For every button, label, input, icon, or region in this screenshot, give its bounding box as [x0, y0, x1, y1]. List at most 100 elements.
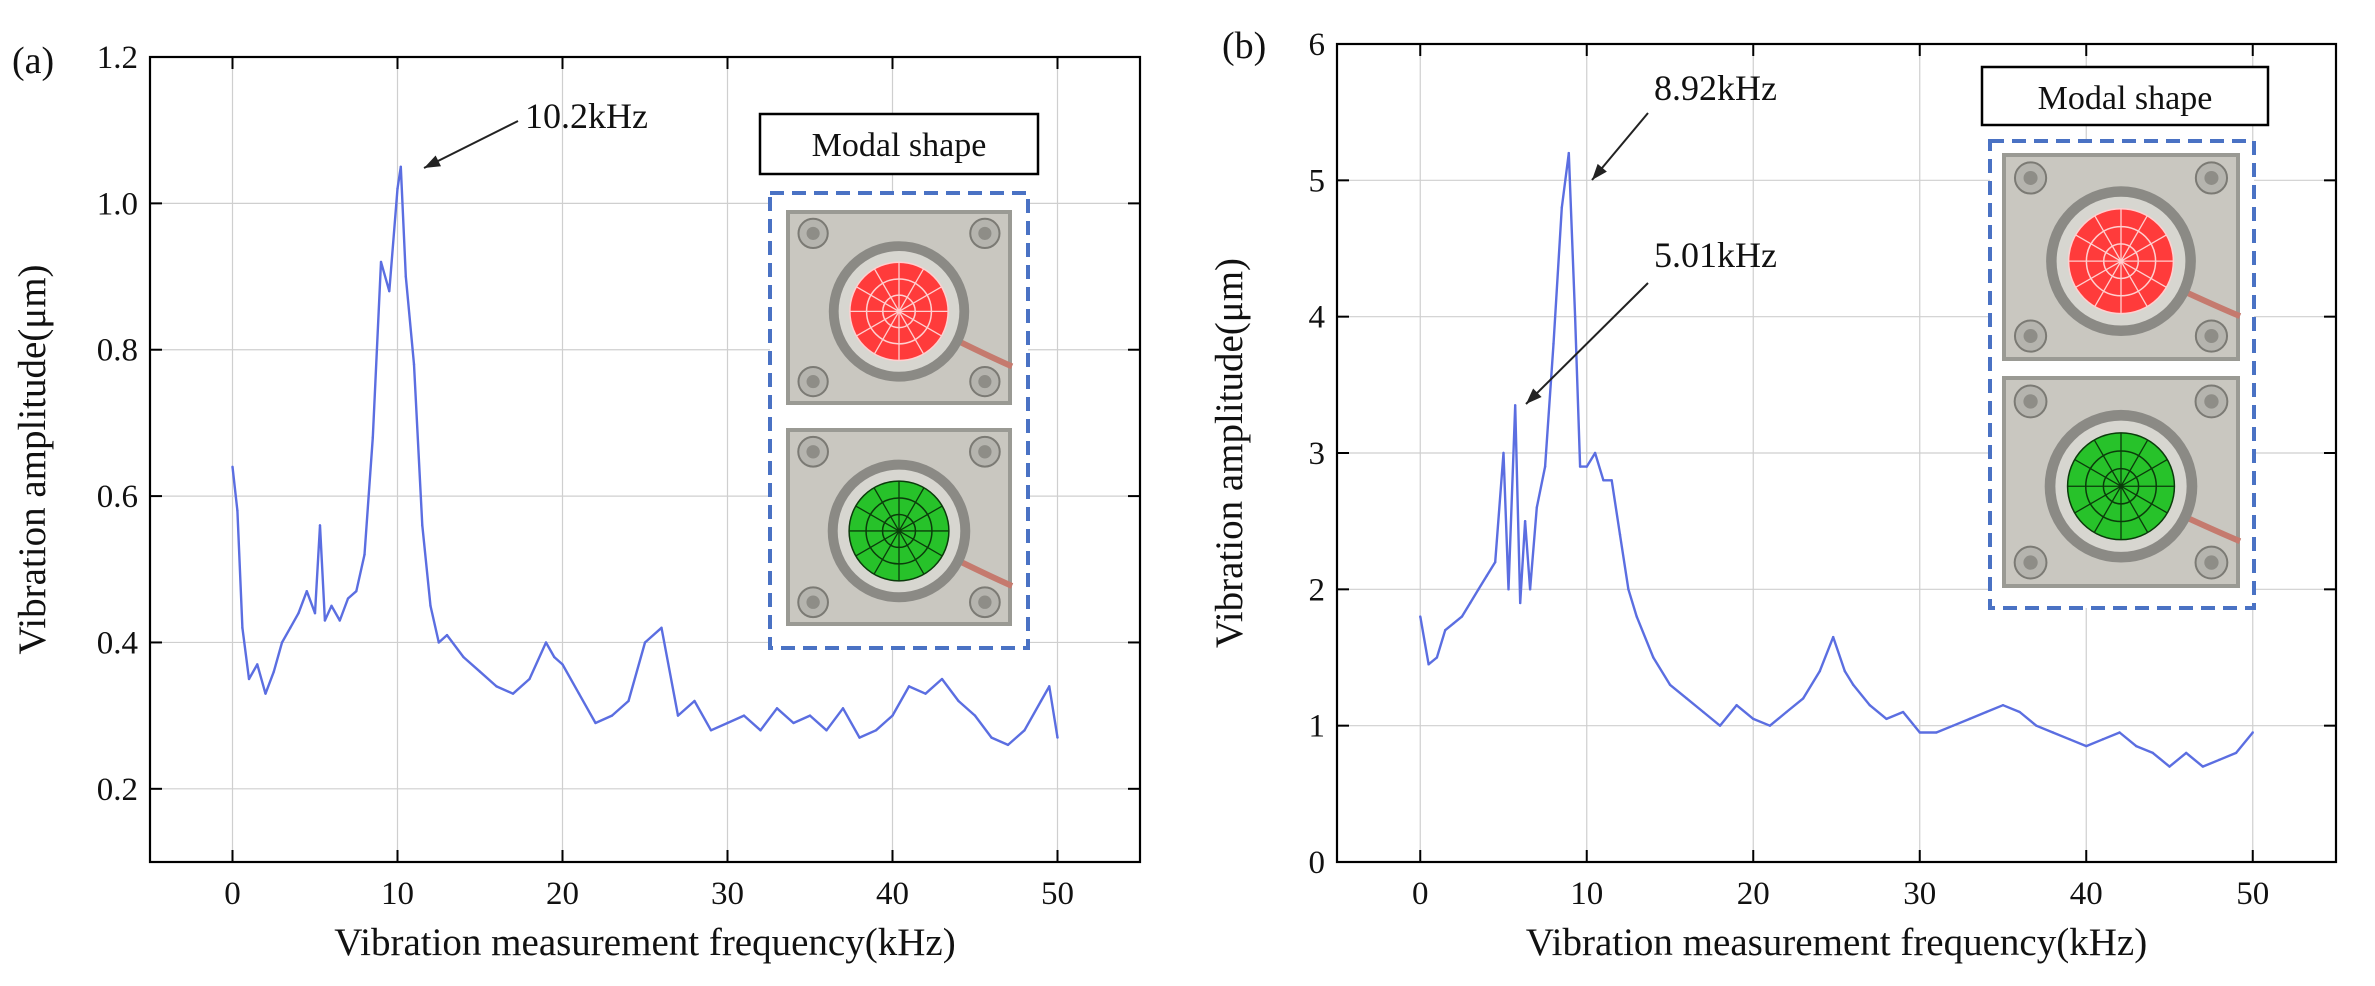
modal-shape-label: Modal shape — [2038, 80, 2213, 117]
x-tick-label: 40 — [2070, 876, 2103, 912]
mesh-spoke — [873, 311, 900, 355]
data-point — [421, 524, 424, 527]
data-point — [264, 692, 267, 695]
data-point — [1006, 743, 1010, 747]
data-point — [2068, 738, 2071, 741]
data-point — [693, 699, 696, 703]
data-point — [495, 685, 498, 688]
data-point — [1573, 315, 1577, 318]
annotation-arrow — [423, 120, 519, 169]
data-point — [1493, 560, 1497, 564]
data-point — [1427, 663, 1430, 666]
data-point — [1851, 683, 1855, 686]
data-point — [2251, 731, 2254, 734]
data-point — [511, 692, 515, 695]
data-point — [742, 714, 746, 717]
mesh-spoke — [855, 530, 900, 557]
data-point — [808, 714, 812, 717]
data-point — [1469, 601, 1472, 605]
y-tick-label: 3 — [1309, 436, 1326, 472]
screw-head — [2204, 555, 2219, 570]
data-point — [429, 604, 432, 608]
screw-head — [2023, 329, 2038, 344]
data-point — [1543, 465, 1547, 468]
x-tick-label: 10 — [381, 876, 414, 912]
data-point — [1668, 683, 1672, 686]
panel-a: 0 10 20 30 40 50 0.2 0.4 0.6 0.8 1.0 1.2 Vibration m… — [11, 40, 1142, 964]
data-point — [1843, 669, 1847, 673]
panel-label: (a) — [12, 40, 54, 82]
data-point — [1735, 704, 1738, 707]
modal-shape-label: Modal shape — [812, 127, 987, 164]
data-point — [1419, 615, 1422, 618]
mesh-spoke — [2120, 439, 2149, 487]
data-point — [907, 685, 911, 688]
screw-head — [2204, 394, 2219, 409]
data-point — [445, 633, 449, 637]
data-point — [553, 655, 556, 659]
data-point — [858, 736, 861, 739]
y-tick-label: 1 — [1309, 709, 1326, 745]
axes-frame — [148, 55, 1142, 864]
data-point — [241, 626, 244, 630]
annotation-label: 10.2kHz — [525, 96, 648, 136]
x-tick-label: 10 — [1570, 876, 1603, 912]
data-point — [1785, 710, 1788, 714]
mesh-edge — [2067, 207, 2175, 315]
data-point — [544, 641, 548, 644]
data-point — [759, 729, 762, 732]
mesh-spoke — [2120, 458, 2168, 487]
modal-shape-label-box — [758, 112, 1040, 176]
screw-head — [978, 226, 992, 240]
x-tick-label: 0 — [1412, 876, 1429, 912]
mesh-spoke — [2094, 260, 2122, 307]
data-point — [379, 260, 383, 264]
mesh-spoke — [856, 286, 900, 312]
screw-head — [2204, 170, 2219, 185]
data-point — [346, 597, 350, 600]
mesh-spoke — [2094, 215, 2122, 262]
data-point — [577, 692, 581, 695]
x-axis-title: Vibration measurement frequency(kHz) — [334, 921, 955, 964]
data-point — [1535, 506, 1539, 509]
data-point — [1056, 736, 1059, 739]
data-point — [1552, 342, 1555, 346]
data-point — [247, 677, 251, 681]
data-point — [272, 670, 275, 673]
data-point — [1507, 588, 1510, 591]
data-point — [1718, 724, 1722, 727]
mesh-edge — [2066, 432, 2176, 541]
data-point — [2035, 724, 2038, 727]
mesh-spoke — [898, 268, 925, 312]
data-point — [1560, 206, 1563, 209]
annotation-label: 8.92kHz — [1654, 68, 1777, 108]
data-point — [792, 721, 795, 725]
data-point — [1578, 465, 1582, 468]
data-point — [1513, 404, 1517, 407]
data-point — [1968, 717, 1971, 721]
mesh-spoke — [873, 487, 900, 532]
data-point — [289, 626, 292, 630]
mesh-spoke — [2120, 260, 2148, 307]
data-point — [1685, 697, 1688, 700]
data-point — [1618, 533, 1622, 536]
data-point — [1523, 519, 1527, 523]
data-point — [437, 641, 440, 644]
data-point — [1802, 697, 1805, 700]
mesh-spoke — [2074, 485, 2122, 514]
screw-head — [806, 595, 820, 609]
mesh-spoke — [2120, 485, 2149, 533]
x-tick-label: 30 — [711, 876, 744, 912]
mesh-spoke — [2093, 439, 2122, 487]
data-point — [2234, 751, 2238, 755]
modal-shape-image — [786, 428, 1014, 626]
data-point — [940, 677, 944, 681]
data-point — [330, 604, 333, 608]
data-point — [1702, 710, 1705, 714]
data-point — [1585, 465, 1588, 468]
data-point — [297, 611, 300, 615]
mesh-spoke — [2120, 485, 2168, 514]
data-point — [726, 721, 729, 725]
